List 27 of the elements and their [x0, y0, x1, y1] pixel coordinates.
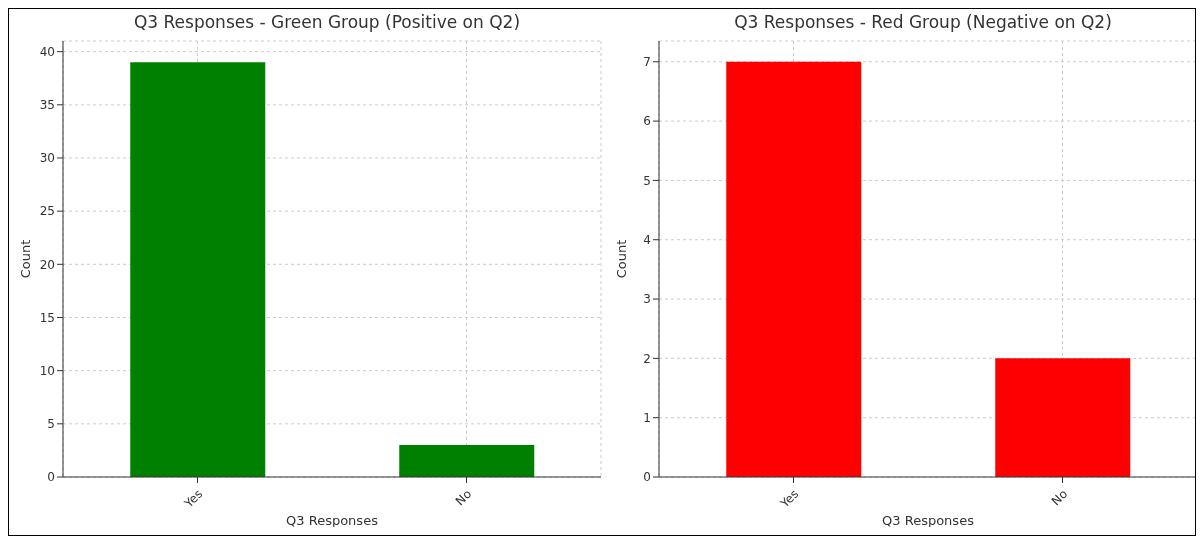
y-tick-label: 1	[643, 410, 651, 425]
y-tick-label: 2	[643, 351, 651, 366]
y-axis-title: Count	[613, 239, 629, 279]
x-tick-label: Yes	[776, 486, 802, 512]
x-axis-title: Q3 Responses	[286, 513, 379, 528]
y-tick-label: 30	[39, 151, 55, 166]
chart-title: Q3 Responses - Red Group (Negative on Q2)	[733, 11, 1113, 34]
y-tick-label: 20	[39, 257, 55, 272]
y-tick-label: 10	[39, 363, 55, 378]
y-tick-label: 0	[643, 470, 651, 485]
y-tick-label: 25	[39, 204, 55, 219]
x-tick-label: Yes	[180, 486, 206, 512]
y-tick-label: 3	[643, 292, 651, 307]
y-tick-label: 35	[39, 98, 55, 113]
chart-title: Q3 Responses - Green Group (Positive on Q2)	[132, 11, 522, 34]
x-tick-label: No	[1048, 486, 1071, 509]
y-tick-label: 15	[39, 310, 55, 325]
y-axis-title: Count	[17, 239, 33, 279]
y-tick-label: 40	[39, 44, 55, 59]
y-tick-label: 7	[643, 55, 651, 70]
y-tick-label: 5	[47, 417, 55, 432]
x-axis-title: Q3 Responses	[882, 513, 975, 528]
y-tick-label: 6	[643, 114, 651, 129]
y-tick-label: 4	[643, 232, 651, 247]
y-tick-label: 0	[47, 470, 55, 485]
y-tick-label: 5	[643, 173, 651, 188]
x-tick-label: No	[452, 486, 475, 509]
